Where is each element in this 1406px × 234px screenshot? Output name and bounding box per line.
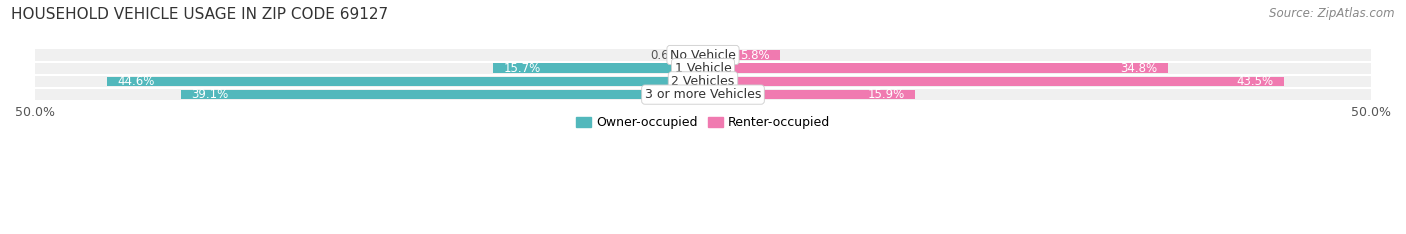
- Bar: [494, 63, 703, 73]
- Text: 39.1%: 39.1%: [191, 88, 229, 101]
- Bar: [107, 77, 703, 86]
- Text: No Vehicle: No Vehicle: [671, 48, 735, 62]
- Bar: [703, 50, 780, 60]
- Text: 15.7%: 15.7%: [503, 62, 541, 75]
- Legend: Owner-occupied, Renter-occupied: Owner-occupied, Renter-occupied: [576, 116, 830, 129]
- Bar: [703, 90, 915, 99]
- Bar: [703, 63, 1168, 73]
- Text: HOUSEHOLD VEHICLE USAGE IN ZIP CODE 69127: HOUSEHOLD VEHICLE USAGE IN ZIP CODE 6912…: [11, 7, 388, 22]
- Text: 1 Vehicle: 1 Vehicle: [675, 62, 731, 75]
- Text: Source: ZipAtlas.com: Source: ZipAtlas.com: [1270, 7, 1395, 20]
- Text: 15.9%: 15.9%: [868, 88, 904, 101]
- Bar: [35, 49, 1371, 61]
- Text: 0.68%: 0.68%: [650, 48, 688, 62]
- Bar: [35, 63, 1371, 74]
- Text: 5.8%: 5.8%: [740, 48, 770, 62]
- Text: 43.5%: 43.5%: [1236, 75, 1274, 88]
- Bar: [35, 76, 1371, 87]
- Text: 34.8%: 34.8%: [1121, 62, 1157, 75]
- Text: 44.6%: 44.6%: [118, 75, 155, 88]
- Text: 2 Vehicles: 2 Vehicles: [672, 75, 734, 88]
- Bar: [695, 50, 703, 60]
- Text: 3 or more Vehicles: 3 or more Vehicles: [645, 88, 761, 101]
- Bar: [35, 89, 1371, 100]
- Bar: [180, 90, 703, 99]
- Bar: [703, 77, 1284, 86]
